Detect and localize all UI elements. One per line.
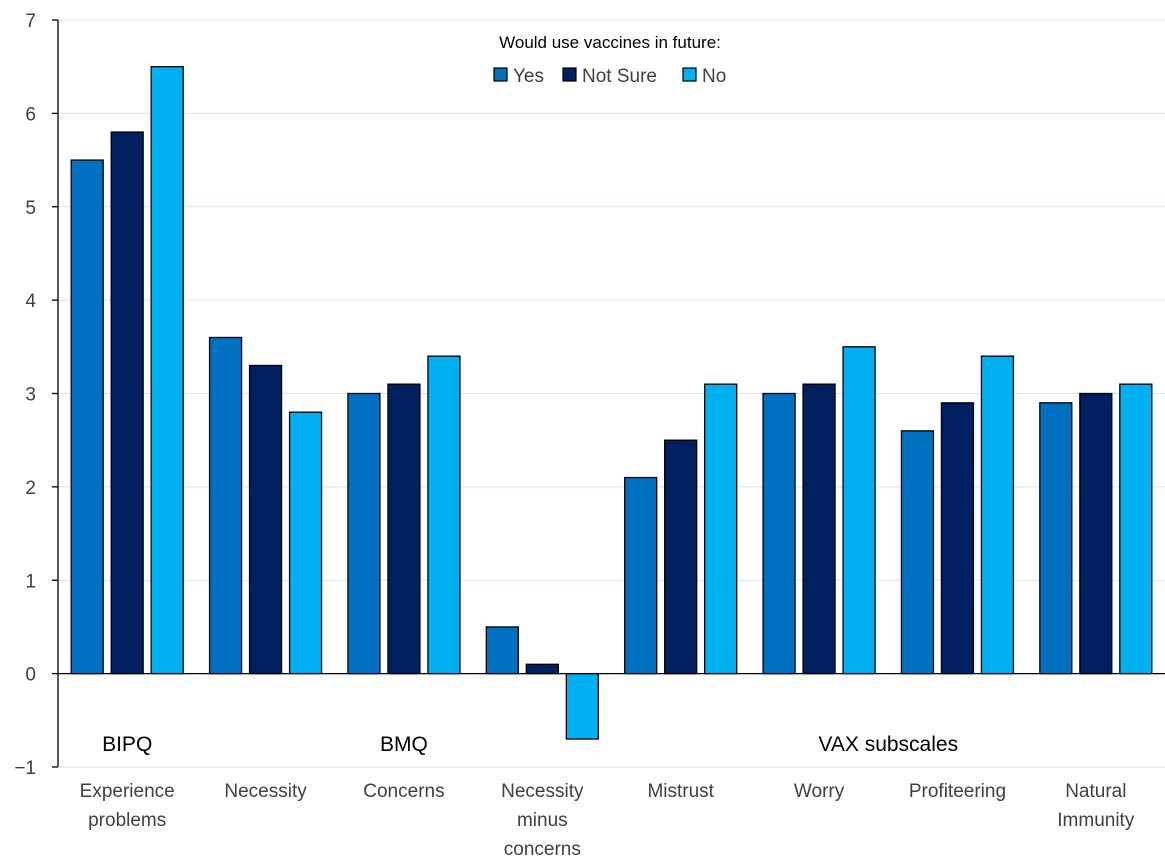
y-tick-label: −1 bbox=[14, 758, 36, 779]
legend-items: Yes Not Sure No bbox=[494, 66, 726, 87]
legend-label: Yes bbox=[513, 66, 544, 87]
y-tick-label: 2 bbox=[25, 478, 36, 499]
x-category-label: Necessity bbox=[224, 781, 307, 802]
bar-no bbox=[151, 67, 183, 674]
bars bbox=[71, 67, 1152, 739]
bar-yes bbox=[348, 394, 380, 674]
x-category-label: Profiteering bbox=[909, 781, 1006, 802]
bar-no bbox=[290, 412, 322, 673]
x-category-labels: Experience problems Necessity Concerns Neces… bbox=[80, 781, 1135, 856]
bar-yes bbox=[486, 627, 518, 674]
bar-not-sure bbox=[526, 664, 558, 673]
bar-no bbox=[566, 674, 598, 739]
legend-label: Not Sure bbox=[582, 66, 657, 87]
bar-not-sure bbox=[941, 403, 973, 674]
x-category-label: Natural Immunity bbox=[1057, 781, 1135, 831]
bar-not-sure bbox=[388, 384, 420, 673]
y-tick-label: 4 bbox=[25, 291, 36, 312]
legend-label: No bbox=[702, 66, 726, 87]
bar-not-sure bbox=[250, 365, 282, 673]
legend-title: Would use vaccines in future: bbox=[499, 33, 721, 52]
bar-yes bbox=[1040, 403, 1072, 674]
group-label: BMQ bbox=[380, 733, 428, 756]
y-tick-label: 5 bbox=[25, 198, 36, 219]
bar-yes bbox=[625, 478, 657, 674]
legend-swatch-yes bbox=[494, 68, 507, 81]
y-tick-label: 3 bbox=[25, 385, 36, 406]
y-tick-label: 1 bbox=[25, 571, 36, 592]
y-tick-label: 7 bbox=[25, 11, 36, 32]
bar-no bbox=[981, 356, 1013, 673]
x-category-label: Necessity minus concerns bbox=[501, 781, 584, 856]
bar-not-sure bbox=[665, 440, 697, 673]
bar-no bbox=[428, 356, 460, 673]
y-tick-label: 6 bbox=[25, 104, 36, 125]
bar-yes bbox=[210, 337, 242, 673]
x-category-label: Concerns bbox=[363, 781, 444, 802]
group-labels: BIPQ BMQ VAX subscales bbox=[102, 733, 958, 756]
bar-not-sure bbox=[1080, 394, 1112, 674]
legend-swatch-no bbox=[683, 68, 696, 81]
bar-no bbox=[705, 384, 737, 673]
x-category-label: Mistrust bbox=[647, 781, 714, 802]
bar-yes bbox=[901, 431, 933, 674]
bar-no bbox=[1120, 384, 1152, 673]
legend: Would use vaccines in future: Yes Not Sur… bbox=[494, 33, 726, 87]
x-category-label: Experience problems bbox=[80, 781, 175, 831]
bar-yes bbox=[763, 394, 795, 674]
group-label: VAX subscales bbox=[818, 733, 958, 756]
y-tick-labels: −1 0 1 2 3 4 5 6 7 bbox=[14, 11, 36, 779]
bar-not-sure bbox=[803, 384, 835, 673]
bar-no bbox=[843, 347, 875, 674]
group-label: BIPQ bbox=[102, 733, 152, 756]
bar-yes bbox=[71, 160, 103, 674]
x-category-label: Worry bbox=[794, 781, 845, 802]
legend-swatch-not-sure bbox=[563, 68, 576, 81]
y-tick-label: 0 bbox=[25, 665, 36, 686]
bar-not-sure bbox=[111, 132, 143, 674]
